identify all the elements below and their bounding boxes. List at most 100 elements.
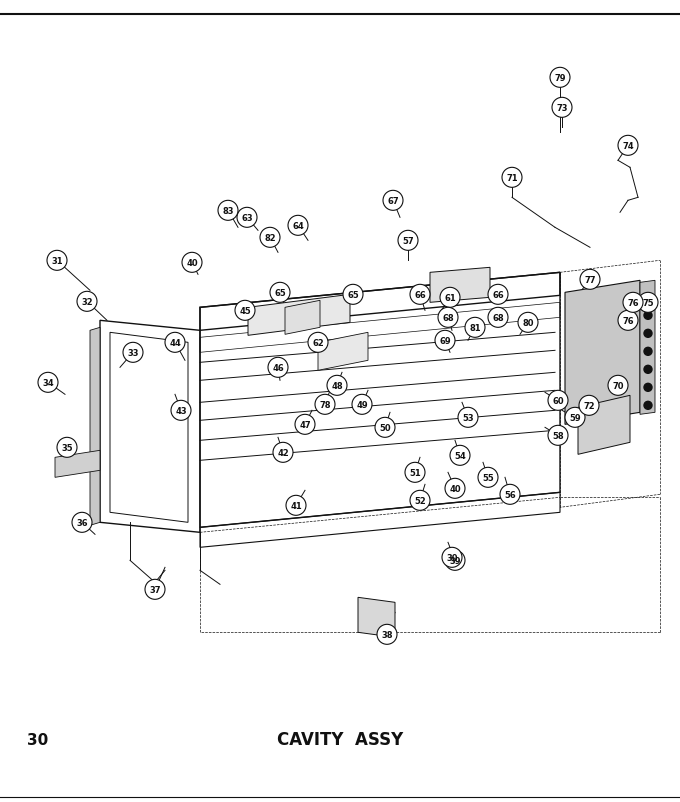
Circle shape [286, 496, 306, 516]
Circle shape [458, 407, 478, 427]
Circle shape [548, 391, 568, 411]
Text: 46: 46 [272, 363, 284, 372]
Circle shape [375, 418, 395, 438]
Polygon shape [318, 333, 368, 371]
Circle shape [579, 396, 599, 415]
Circle shape [618, 311, 638, 331]
Polygon shape [285, 301, 320, 335]
Circle shape [435, 331, 455, 351]
Text: 33: 33 [127, 348, 139, 358]
Text: 61: 61 [444, 294, 456, 302]
Text: 82: 82 [265, 233, 276, 242]
Text: 51: 51 [409, 468, 421, 477]
Circle shape [38, 373, 58, 393]
Polygon shape [578, 396, 630, 455]
Circle shape [644, 330, 652, 338]
Circle shape [218, 201, 238, 221]
Text: 45: 45 [239, 306, 251, 315]
Text: 36: 36 [76, 518, 88, 527]
Text: 49: 49 [356, 400, 368, 409]
Circle shape [383, 191, 403, 211]
Text: 68: 68 [492, 314, 504, 322]
Text: 74: 74 [622, 142, 634, 151]
Circle shape [580, 270, 600, 290]
Circle shape [644, 294, 652, 302]
Text: 72: 72 [583, 401, 595, 411]
Circle shape [145, 580, 165, 600]
Text: 68: 68 [442, 314, 454, 322]
Text: 73: 73 [556, 103, 568, 112]
Circle shape [502, 168, 522, 188]
Circle shape [57, 438, 77, 458]
Circle shape [644, 348, 652, 356]
Text: 41: 41 [290, 501, 302, 510]
Text: 66: 66 [414, 290, 426, 299]
Circle shape [442, 548, 462, 568]
Text: 43: 43 [175, 407, 187, 415]
Circle shape [171, 401, 191, 421]
Circle shape [405, 463, 425, 483]
Circle shape [47, 251, 67, 271]
Circle shape [273, 443, 293, 463]
Circle shape [500, 484, 520, 504]
Text: 39: 39 [449, 556, 461, 565]
Text: 53: 53 [462, 413, 474, 423]
Text: 77: 77 [584, 275, 596, 285]
Circle shape [352, 395, 372, 415]
Text: 40: 40 [449, 484, 461, 493]
Polygon shape [565, 281, 640, 425]
Text: 76: 76 [622, 317, 634, 326]
Text: 70: 70 [612, 381, 624, 391]
Text: 54: 54 [454, 452, 466, 460]
Circle shape [644, 312, 652, 320]
Circle shape [644, 384, 652, 392]
Polygon shape [90, 328, 100, 525]
Circle shape [445, 479, 465, 499]
Circle shape [260, 228, 280, 248]
Circle shape [608, 376, 628, 396]
Circle shape [288, 216, 308, 236]
Text: CAVITY  ASSY: CAVITY ASSY [277, 731, 403, 748]
Circle shape [182, 253, 202, 273]
Text: 58: 58 [552, 431, 564, 440]
Text: 63: 63 [241, 213, 253, 222]
Text: 50: 50 [379, 423, 391, 432]
Circle shape [410, 491, 430, 511]
Circle shape [440, 288, 460, 308]
Text: 80: 80 [522, 318, 534, 327]
Text: 47: 47 [299, 420, 311, 429]
Text: 30: 30 [446, 553, 458, 562]
Circle shape [488, 285, 508, 305]
Text: 76: 76 [627, 298, 639, 307]
Text: 31: 31 [51, 257, 63, 265]
Circle shape [450, 446, 470, 466]
Circle shape [295, 415, 315, 435]
Text: 81: 81 [469, 323, 481, 332]
Circle shape [398, 231, 418, 251]
Polygon shape [248, 295, 350, 336]
Circle shape [623, 293, 643, 313]
Circle shape [644, 366, 652, 374]
Text: 55: 55 [482, 473, 494, 482]
Circle shape [270, 283, 290, 303]
Polygon shape [358, 597, 395, 638]
Text: 52: 52 [414, 496, 426, 505]
Text: 83: 83 [222, 207, 234, 216]
Text: 37: 37 [149, 585, 160, 594]
Circle shape [72, 512, 92, 533]
Text: 59: 59 [569, 413, 581, 423]
Circle shape [410, 285, 430, 305]
Circle shape [488, 308, 508, 328]
Text: 66: 66 [492, 290, 504, 299]
Text: 62: 62 [312, 338, 324, 347]
Circle shape [638, 293, 658, 313]
Polygon shape [430, 268, 490, 303]
Polygon shape [640, 281, 655, 415]
Text: 44: 44 [169, 338, 181, 347]
Circle shape [343, 285, 363, 305]
Circle shape [237, 208, 257, 228]
Text: 67: 67 [387, 196, 398, 205]
Text: 56: 56 [504, 490, 516, 499]
Text: 78: 78 [319, 400, 330, 409]
Text: 79: 79 [554, 74, 566, 83]
